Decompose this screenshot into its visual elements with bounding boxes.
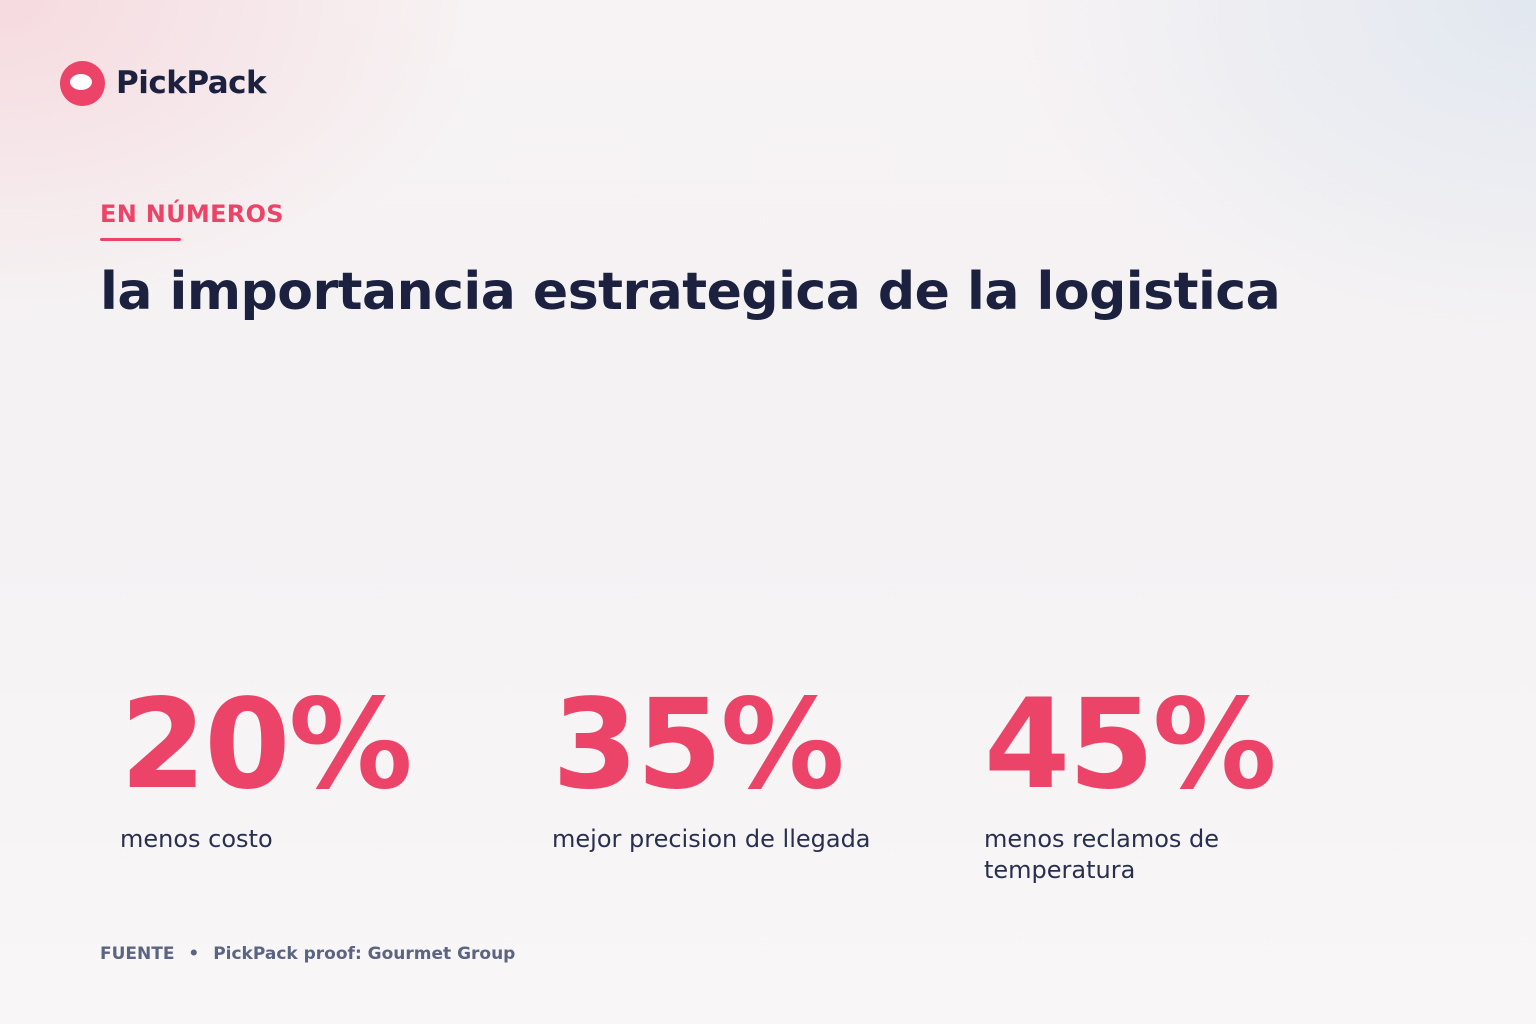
stat-card-precision: 35% mejor precision de llegada <box>552 680 932 855</box>
section-eyebrow: EN NÚMEROS <box>100 200 284 228</box>
eyebrow-underline <box>100 238 181 241</box>
stat-value: 20% <box>120 673 413 817</box>
stat-label: mejor precision de llegada <box>552 825 871 853</box>
brand: PickPack <box>60 60 267 106</box>
pickpack-logo-icon <box>60 60 105 106</box>
source-separator: • <box>188 944 200 964</box>
stat-label: menos costo <box>120 825 273 853</box>
stat-value: 35% <box>552 673 845 817</box>
source-text: PickPack proof: Gourmet Group <box>213 944 516 964</box>
source-label: FUENTE <box>100 944 175 964</box>
stat-card-temperature: 45% menos reclamos de temperatura <box>984 680 1364 886</box>
source-footnote: FUENTE • PickPack proof: Gourmet Group <box>100 944 515 964</box>
stat-value: 45% <box>984 673 1277 817</box>
stat-card-cost: 20% menos costo <box>120 680 500 855</box>
brand-name: PickPack <box>116 65 267 101</box>
stat-label: menos reclamos de temperatura <box>984 825 1220 884</box>
page-title: la importancia estrategica de la logisti… <box>100 262 1281 322</box>
